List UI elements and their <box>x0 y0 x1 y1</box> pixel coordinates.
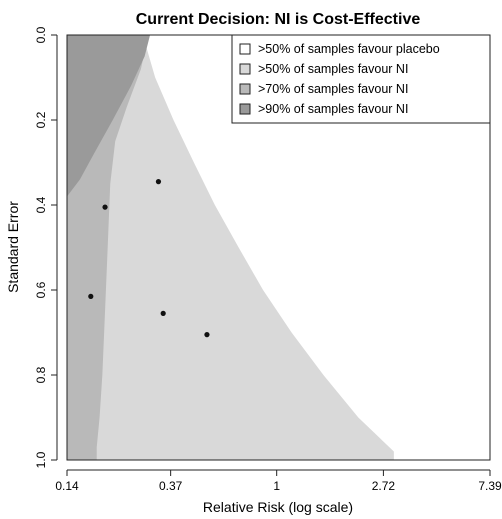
chart-title: Current Decision: NI is Cost-Effective <box>136 11 421 28</box>
legend: >50% of samples favour placebo >50% of sa… <box>231 34 491 124</box>
x-axis-title: Relative Risk (log scale) <box>203 499 353 515</box>
y-axis: 0.0 0.2 0.4 0.6 0.8 1.0 <box>34 26 58 468</box>
x-tick-label: 1 <box>273 479 280 493</box>
legend-box <box>231 34 491 124</box>
data-point-5 <box>204 332 210 338</box>
legend-swatch <box>239 43 251 55</box>
legend-label: >90% of samples favour NI <box>258 102 408 116</box>
y-tick-label: 0.4 <box>34 196 48 213</box>
data-point-1 <box>155 179 162 185</box>
legend-swatch <box>239 83 251 95</box>
x-tick-label: 7.39 <box>478 479 502 493</box>
region-3 <box>67 35 151 197</box>
legend-label: >50% of samples favour NI <box>258 62 408 76</box>
data-point-2 <box>102 204 108 210</box>
y-tick-label: 0.8 <box>34 366 48 383</box>
y-tick-label: 1.0 <box>34 451 48 468</box>
x-tick-label: 0.14 <box>55 479 79 493</box>
x-tick-label: 0.37 <box>159 479 183 493</box>
data-point-4 <box>160 310 166 316</box>
legend-swatch <box>239 103 251 115</box>
region-1 <box>67 35 394 460</box>
legend-label: >50% of samples favour placebo <box>258 42 440 56</box>
y-tick-label: 0.6 <box>34 281 48 298</box>
y-tick-label: 0.0 <box>34 26 48 43</box>
y-axis-title: Standard Error <box>5 201 21 293</box>
x-axis: 0.14 0.37 1 2.72 7.39 <box>55 469 502 493</box>
x-tick-label: 2.72 <box>372 479 396 493</box>
legend-label: >70% of samples favour NI <box>258 82 408 96</box>
y-tick-label: 0.2 <box>34 111 48 128</box>
legend-swatch <box>239 63 251 75</box>
data-point-3 <box>88 293 94 299</box>
